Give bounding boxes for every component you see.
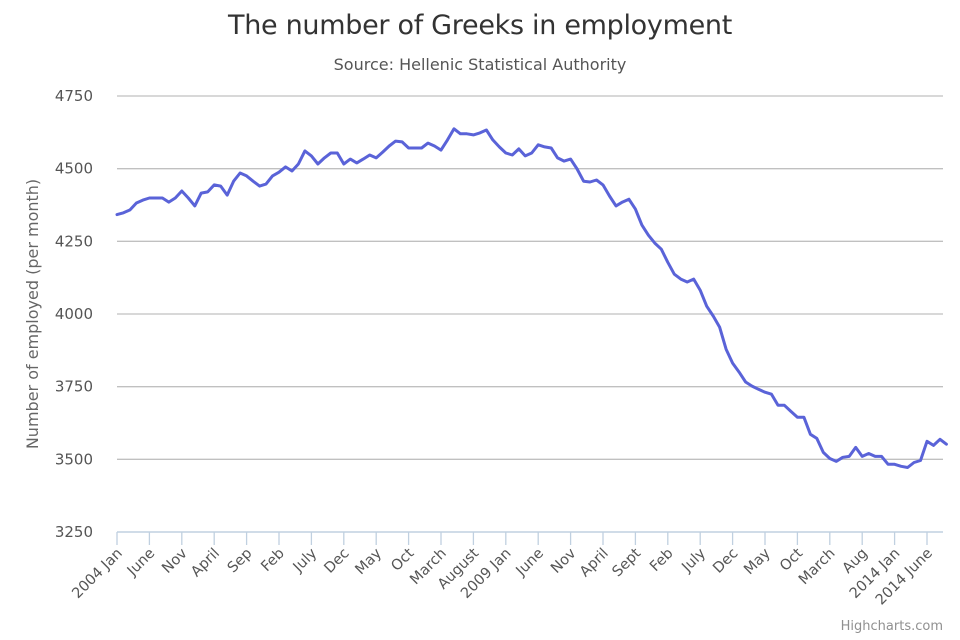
chart-subtitle: Source: Hellenic Statistical Authority: [333, 55, 627, 74]
x-tick-label: May: [741, 545, 774, 578]
x-tick-label: Nov: [548, 545, 580, 577]
y-tick-label: 4000: [55, 305, 93, 323]
chart-title: The number of Greeks in employment: [228, 10, 732, 41]
highcharts-credits-link[interactable]: Highcharts.com: [841, 619, 943, 634]
y-tick-label: 4250: [55, 232, 93, 250]
y-tick-label: 3750: [55, 378, 93, 396]
x-tick-label: May: [353, 545, 386, 578]
x-tick-label: Sep: [225, 546, 256, 577]
x-tick-label: June: [513, 545, 547, 579]
x-tick-label: April: [577, 546, 612, 581]
y-axis-label: Number of employed (per month): [23, 179, 42, 449]
x-tick-label: July: [679, 545, 710, 576]
x-tick-label: Sept: [610, 545, 645, 580]
x-tick-label: March: [796, 546, 839, 589]
x-tick-label: Dec: [710, 545, 741, 576]
y-tick-label: 4750: [55, 87, 93, 105]
y-tick-label: 4500: [55, 160, 93, 178]
x-tick-label: June: [124, 545, 158, 579]
y-tick-label: 3500: [55, 450, 93, 468]
y-tick-label: 3250: [55, 523, 93, 541]
x-tick-label: Feb: [258, 546, 287, 575]
x-tick-label: 2004 Jan: [69, 546, 125, 602]
y-gridlines: [117, 95, 943, 460]
x-tick-label: Feb: [647, 546, 676, 575]
x-tick-label: Dec: [321, 545, 352, 576]
x-tick-label: April: [188, 546, 223, 581]
x-tick-label: Nov: [159, 545, 191, 577]
x-tick-label: July: [290, 545, 321, 576]
series-line[interactable]: [115, 127, 948, 469]
y-axis-ticks: 3250 3500 3750 4000 4250 4500 4750: [55, 87, 93, 541]
